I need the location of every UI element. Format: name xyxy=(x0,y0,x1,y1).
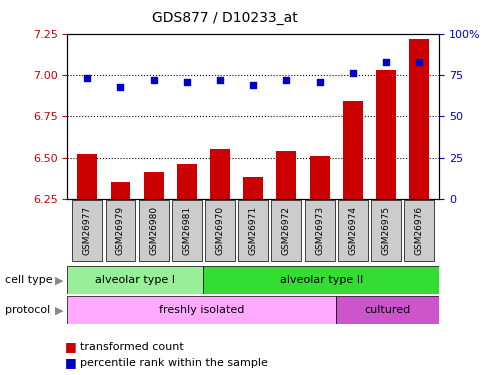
FancyBboxPatch shape xyxy=(404,200,434,261)
Text: alveolar type I: alveolar type I xyxy=(95,275,176,285)
FancyBboxPatch shape xyxy=(139,200,169,261)
Bar xyxy=(409,39,429,199)
Text: GSM26974: GSM26974 xyxy=(348,206,357,255)
Text: GSM26972: GSM26972 xyxy=(282,206,291,255)
FancyBboxPatch shape xyxy=(67,296,336,324)
Point xyxy=(415,59,423,65)
Text: GSM26981: GSM26981 xyxy=(182,206,191,255)
Bar xyxy=(310,156,329,199)
FancyBboxPatch shape xyxy=(371,200,401,261)
FancyBboxPatch shape xyxy=(305,200,334,261)
Text: GSM26979: GSM26979 xyxy=(116,206,125,255)
Point xyxy=(183,79,191,85)
Text: GSM26973: GSM26973 xyxy=(315,206,324,255)
Bar xyxy=(77,154,97,199)
Point xyxy=(349,70,357,76)
FancyBboxPatch shape xyxy=(67,266,204,294)
Text: GDS877 / D10233_at: GDS877 / D10233_at xyxy=(152,11,297,25)
Bar xyxy=(144,172,164,199)
FancyBboxPatch shape xyxy=(205,200,235,261)
Text: GSM26975: GSM26975 xyxy=(382,206,391,255)
Text: ▶: ▶ xyxy=(55,275,63,285)
Text: GSM26980: GSM26980 xyxy=(149,206,158,255)
Text: cell type: cell type xyxy=(5,275,52,285)
FancyBboxPatch shape xyxy=(338,200,368,261)
FancyBboxPatch shape xyxy=(72,200,102,261)
Text: alveolar type II: alveolar type II xyxy=(279,275,363,285)
Text: GSM26976: GSM26976 xyxy=(415,206,424,255)
Bar xyxy=(110,182,130,199)
Bar xyxy=(343,101,363,199)
Bar xyxy=(210,149,230,199)
Point xyxy=(216,77,224,83)
Text: GSM26970: GSM26970 xyxy=(216,206,225,255)
Text: GSM26977: GSM26977 xyxy=(83,206,92,255)
FancyBboxPatch shape xyxy=(105,200,135,261)
Text: cultured: cultured xyxy=(365,305,411,315)
Text: freshly isolated: freshly isolated xyxy=(159,305,245,315)
Text: protocol: protocol xyxy=(5,305,50,315)
Text: GSM26971: GSM26971 xyxy=(249,206,258,255)
Point xyxy=(249,82,257,88)
Point xyxy=(116,84,124,90)
FancyBboxPatch shape xyxy=(204,266,439,294)
Bar xyxy=(276,151,296,199)
Point xyxy=(282,77,290,83)
Point xyxy=(316,79,324,85)
Point xyxy=(83,75,91,81)
FancyBboxPatch shape xyxy=(271,200,301,261)
Text: ■: ■ xyxy=(65,357,77,369)
Text: percentile rank within the sample: percentile rank within the sample xyxy=(80,358,268,368)
Point xyxy=(150,77,158,83)
Text: ▶: ▶ xyxy=(55,305,63,315)
FancyBboxPatch shape xyxy=(172,200,202,261)
Text: ■: ■ xyxy=(65,340,77,353)
FancyBboxPatch shape xyxy=(336,296,439,324)
FancyBboxPatch shape xyxy=(239,200,268,261)
Bar xyxy=(244,177,263,199)
Text: transformed count: transformed count xyxy=(80,342,184,352)
Bar xyxy=(376,70,396,199)
Bar xyxy=(177,164,197,199)
Point xyxy=(382,59,390,65)
